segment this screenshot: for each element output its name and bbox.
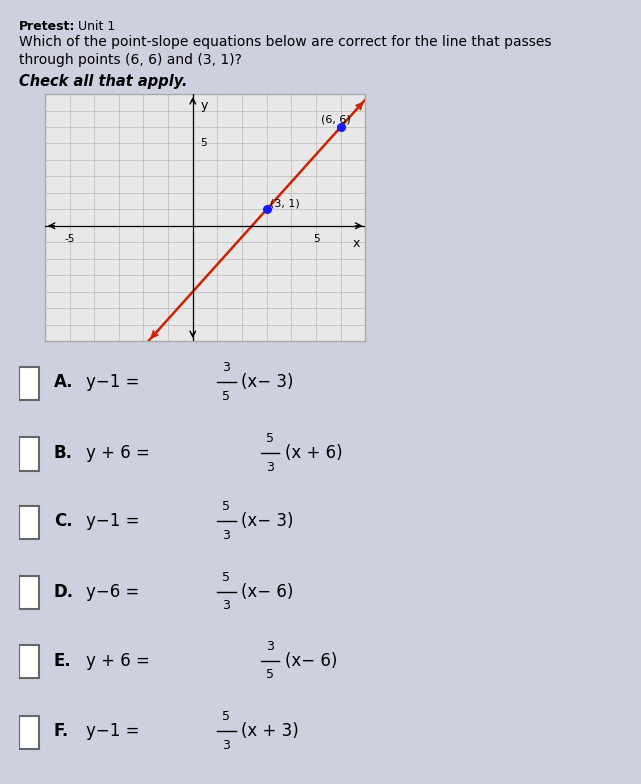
Text: (x + 6): (x + 6): [285, 444, 343, 462]
Text: 5: 5: [313, 234, 319, 244]
Text: (x− 3): (x− 3): [241, 373, 294, 391]
Text: 3: 3: [222, 739, 229, 752]
Text: y−6 =: y−6 =: [86, 583, 144, 601]
Text: Unit 1: Unit 1: [74, 20, 115, 33]
Text: 5: 5: [222, 710, 229, 724]
Text: A.: A.: [54, 373, 73, 391]
Text: y: y: [200, 99, 208, 112]
Bar: [19, 506, 39, 539]
Bar: [19, 367, 39, 400]
Text: (x− 6): (x− 6): [241, 583, 294, 601]
Text: (6, 6): (6, 6): [321, 114, 351, 124]
Text: 3: 3: [265, 640, 274, 653]
Bar: [19, 716, 39, 749]
Text: B.: B.: [54, 444, 73, 462]
Text: (x + 3): (x + 3): [241, 722, 299, 740]
Text: 3: 3: [265, 460, 274, 474]
Text: 3: 3: [222, 528, 229, 542]
Text: 3: 3: [222, 599, 229, 612]
Text: Check all that apply.: Check all that apply.: [19, 74, 188, 89]
Text: C.: C.: [54, 512, 72, 530]
Text: F.: F.: [54, 722, 69, 740]
Bar: [19, 437, 39, 470]
Text: through points (6, 6) and (3, 1)?: through points (6, 6) and (3, 1)?: [19, 53, 242, 67]
Text: (3, 1): (3, 1): [271, 198, 300, 208]
Text: 5: 5: [265, 432, 274, 445]
Text: (x− 3): (x− 3): [241, 512, 294, 530]
Text: y−1 =: y−1 =: [86, 512, 144, 530]
Bar: [19, 576, 39, 609]
Text: 5: 5: [200, 139, 207, 148]
Text: x: x: [353, 238, 360, 250]
Text: 5: 5: [265, 668, 274, 681]
Text: (x− 6): (x− 6): [285, 652, 338, 670]
Text: 5: 5: [222, 500, 229, 514]
Text: 3: 3: [222, 361, 229, 375]
Text: -5: -5: [64, 234, 75, 244]
Text: y + 6 =: y + 6 =: [86, 652, 154, 670]
Text: y−1 =: y−1 =: [86, 722, 144, 740]
Text: Which of the point-slope equations below are correct for the line that passes: Which of the point-slope equations below…: [19, 35, 552, 49]
Bar: [19, 645, 39, 678]
Text: Pretest:: Pretest:: [19, 20, 76, 33]
Text: 5: 5: [222, 390, 229, 403]
Text: y + 6 =: y + 6 =: [86, 444, 154, 462]
Text: E.: E.: [54, 652, 72, 670]
Text: 5: 5: [222, 571, 229, 584]
Text: D.: D.: [54, 583, 74, 601]
Text: y−1 =: y−1 =: [86, 373, 144, 391]
